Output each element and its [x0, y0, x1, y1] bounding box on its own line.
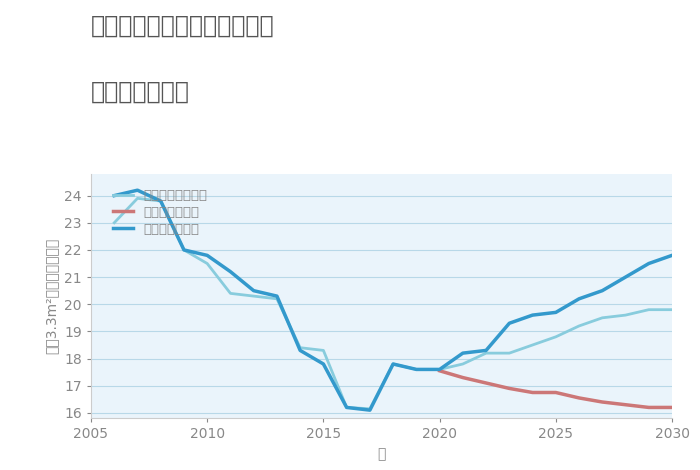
- ノーマルシナリオ: [668, 307, 676, 313]
- グッドシナリオ: [319, 361, 328, 367]
- ノーマルシナリオ: [249, 293, 258, 299]
- ノーマルシナリオ: [575, 323, 583, 329]
- グッドシナリオ: [645, 261, 653, 266]
- ノーマルシナリオ: [180, 247, 188, 253]
- グッドシナリオ: [157, 198, 165, 204]
- ノーマルシナリオ: [296, 345, 304, 351]
- Legend: ノーマルシナリオ, バッドシナリオ, グッドシナリオ: ノーマルシナリオ, バッドシナリオ, グッドシナリオ: [109, 185, 211, 240]
- ノーマルシナリオ: [505, 350, 514, 356]
- Line: グッドシナリオ: グッドシナリオ: [114, 190, 672, 410]
- ノーマルシナリオ: [598, 315, 606, 321]
- バッドシナリオ: [528, 390, 537, 395]
- バッドシナリオ: [505, 385, 514, 391]
- グッドシナリオ: [226, 269, 234, 274]
- グッドシナリオ: [296, 348, 304, 353]
- バッドシナリオ: [435, 368, 444, 374]
- ノーマルシナリオ: [365, 406, 374, 412]
- グッドシナリオ: [365, 407, 374, 413]
- ノーマルシナリオ: [203, 261, 211, 266]
- バッドシナリオ: [668, 405, 676, 410]
- グッドシナリオ: [505, 321, 514, 326]
- グッドシナリオ: [273, 293, 281, 299]
- ノーマルシナリオ: [412, 367, 421, 372]
- Line: バッドシナリオ: バッドシナリオ: [440, 371, 672, 407]
- ノーマルシナリオ: [133, 196, 141, 201]
- Text: 土地の価格推移: 土地の価格推移: [91, 80, 190, 104]
- バッドシナリオ: [622, 402, 630, 407]
- グッドシナリオ: [110, 193, 118, 198]
- ノーマルシナリオ: [482, 350, 490, 356]
- ノーマルシナリオ: [645, 307, 653, 313]
- ノーマルシナリオ: [157, 198, 165, 204]
- ノーマルシナリオ: [110, 220, 118, 226]
- ノーマルシナリオ: [342, 405, 351, 410]
- グッドシナリオ: [180, 247, 188, 253]
- バッドシナリオ: [458, 375, 467, 380]
- グッドシナリオ: [342, 405, 351, 410]
- バッドシナリオ: [552, 390, 560, 395]
- Text: 兵庫県豊岡市出石町日野辺の: 兵庫県豊岡市出石町日野辺の: [91, 14, 274, 38]
- ノーマルシナリオ: [389, 361, 398, 367]
- ノーマルシナリオ: [528, 342, 537, 348]
- バッドシナリオ: [575, 395, 583, 401]
- Y-axis label: 坪（3.3m²）単価（万円）: 坪（3.3m²）単価（万円）: [45, 238, 59, 354]
- グッドシナリオ: [133, 188, 141, 193]
- ノーマルシナリオ: [552, 334, 560, 340]
- グッドシナリオ: [528, 312, 537, 318]
- ノーマルシナリオ: [273, 296, 281, 302]
- グッドシナリオ: [575, 296, 583, 302]
- ノーマルシナリオ: [435, 367, 444, 372]
- ノーマルシナリオ: [319, 348, 328, 353]
- グッドシナリオ: [598, 288, 606, 293]
- グッドシナリオ: [482, 348, 490, 353]
- Line: ノーマルシナリオ: ノーマルシナリオ: [114, 198, 672, 409]
- グッドシナリオ: [203, 252, 211, 258]
- X-axis label: 年: 年: [377, 447, 386, 461]
- グッドシナリオ: [389, 361, 398, 367]
- グッドシナリオ: [668, 252, 676, 258]
- グッドシナリオ: [412, 367, 421, 372]
- ノーマルシナリオ: [622, 312, 630, 318]
- グッドシナリオ: [622, 274, 630, 280]
- バッドシナリオ: [482, 380, 490, 386]
- グッドシナリオ: [552, 310, 560, 315]
- ノーマルシナリオ: [226, 290, 234, 296]
- バッドシナリオ: [598, 399, 606, 405]
- グッドシナリオ: [435, 367, 444, 372]
- バッドシナリオ: [645, 405, 653, 410]
- グッドシナリオ: [458, 350, 467, 356]
- グッドシナリオ: [249, 288, 258, 293]
- ノーマルシナリオ: [458, 361, 467, 367]
